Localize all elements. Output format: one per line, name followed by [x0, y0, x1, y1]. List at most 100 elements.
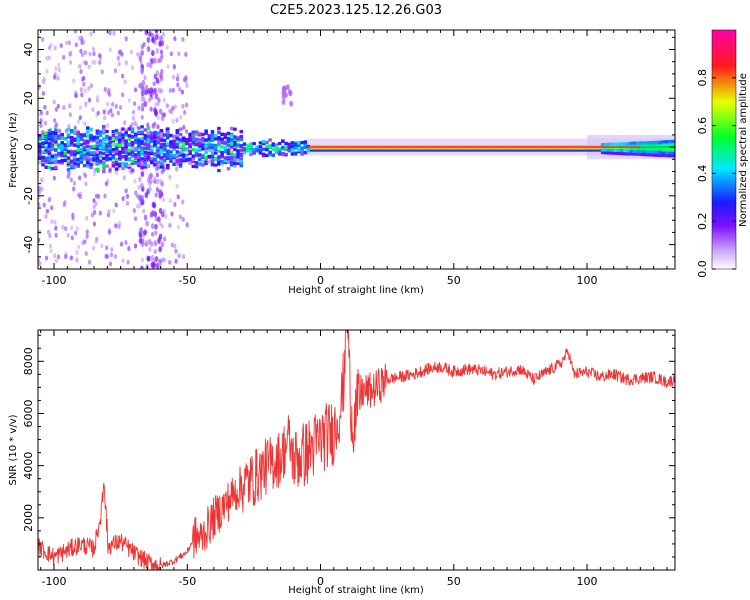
- spectrogram-cell: [469, 144, 474, 148]
- spectrogram-cell: [578, 149, 583, 152]
- spectrogram-cell: [348, 149, 352, 152]
- spectrogram-cell: [546, 144, 551, 148]
- spectrogram-cell: [450, 144, 455, 148]
- noise-dot: [132, 208, 136, 213]
- spectrogram-cell: [79, 143, 84, 147]
- spectrogram-cell: [69, 150, 74, 154]
- spectrogram-cell: [520, 144, 525, 148]
- spectrogram-cell: [236, 149, 240, 153]
- spectrogram-cell: [188, 149, 192, 154]
- colorbar: 0.0 0.2 0.4 0.6 0.8 Normalized spectral ampl…: [696, 29, 749, 278]
- spectrogram-cell: [137, 126, 141, 130]
- spectrogram-cell: [488, 144, 493, 148]
- noise-dot: [153, 240, 158, 247]
- noise-dot: [152, 81, 156, 87]
- spectrogram-cell: [258, 148, 263, 152]
- noise-dot: [155, 33, 159, 40]
- spectrogram-cell: [431, 147, 435, 150]
- spectrogram-cell: [479, 149, 483, 152]
- spectrogram-cell: [159, 149, 164, 154]
- noise-dot: [74, 93, 78, 99]
- spectrogram-cell: [207, 137, 212, 141]
- spectrogram-cell: [265, 140, 269, 145]
- spectrogram-cell: [354, 147, 359, 150]
- spectrogram-cell: [255, 145, 260, 149]
- y-tick-label: -20: [22, 187, 35, 205]
- noise-dot: [153, 57, 157, 64]
- spectrogram-cell: [188, 151, 192, 156]
- spectrogram-cell: [220, 132, 224, 137]
- noise-dot: [57, 67, 61, 73]
- spectrogram-cell: [191, 135, 196, 139]
- spectrogram-cell: [527, 147, 531, 150]
- spectrogram-cell: [213, 145, 218, 150]
- spectrogram-cell: [575, 147, 579, 150]
- spectrogram-cell: [393, 144, 397, 148]
- noise-dot: [133, 120, 137, 126]
- spectrogram-cell: [524, 149, 528, 152]
- spectrogram-cell: [399, 149, 404, 152]
- spectrogram-cell: [332, 147, 336, 150]
- noise-dot: [91, 245, 96, 251]
- spectrogram-cell: [124, 139, 128, 143]
- spectrogram-cell: [114, 135, 119, 140]
- spectrogram-cell: [201, 140, 205, 144]
- spectrogram-cell: [255, 149, 260, 153]
- spectrogram-cell: [421, 147, 426, 150]
- noise-dot: [144, 220, 149, 227]
- snr-y-ticks: 2000 4000 6000 8000: [22, 334, 675, 558]
- noise-dot: [172, 74, 176, 80]
- noise-dot: [87, 259, 92, 265]
- noise-dot: [149, 255, 154, 262]
- spectrogram-cell: [300, 148, 304, 153]
- spectrogram-cell: [105, 134, 109, 139]
- spectrogram-cell: [661, 140, 666, 144]
- spectrogram-cell: [357, 149, 362, 152]
- spectrogram-cell: [546, 147, 551, 150]
- spectrogram-cell: [137, 143, 141, 148]
- noise-dot: [38, 189, 42, 195]
- spectrogram-cell: [191, 156, 196, 160]
- spectrogram-cell: [281, 152, 285, 156]
- spectrogram-cell: [329, 147, 333, 150]
- spectrogram-cell: [117, 150, 122, 154]
- spectrogram-cell: [386, 149, 391, 152]
- noise-dot: [41, 37, 45, 42]
- spectrogram-cell: [265, 148, 269, 152]
- noise-dot: [154, 30, 159, 34]
- noise-dot: [154, 102, 158, 107]
- spectrogram-cell: [213, 163, 218, 167]
- noise-dot: [106, 123, 110, 128]
- spectrogram-cell: [437, 149, 442, 152]
- noise-dot: [102, 109, 106, 115]
- noise-dot: [92, 221, 97, 227]
- noise-dot: [176, 73, 180, 79]
- spectrogram-cell: [389, 144, 394, 148]
- noise-dot: [159, 72, 163, 79]
- spectrogram-cell: [79, 151, 84, 155]
- spectrogram-cell: [223, 132, 228, 137]
- noise-dot: [171, 119, 175, 124]
- spectrogram-cell: [60, 136, 64, 141]
- spectrogram-cell: [175, 145, 180, 149]
- spectrogram-cell: [175, 131, 180, 135]
- spectrogram-cell: [258, 151, 263, 155]
- spectrogram-cell: [210, 138, 215, 142]
- noise-dot: [84, 251, 88, 256]
- spectrogram-cell: [207, 154, 212, 159]
- spectrogram-cell: [175, 129, 180, 133]
- spectrogram-cell: [76, 150, 80, 154]
- spectrogram-cell: [210, 162, 215, 167]
- spectrogram-cell: [47, 144, 52, 149]
- noise-dot: [77, 63, 81, 69]
- spectrogram-cell: [194, 132, 199, 137]
- spectrogram-cell: [658, 143, 663, 148]
- spectrogram-cell: [309, 147, 314, 150]
- noise-dot: [133, 243, 138, 249]
- spectrogram-cell: [169, 142, 173, 147]
- noise-dot: [143, 229, 147, 236]
- spectrogram-cell: [450, 149, 455, 152]
- spectrogram-cell: [261, 154, 266, 158]
- spectrogram-cell: [492, 147, 496, 150]
- spectrogram-cell: [469, 147, 474, 150]
